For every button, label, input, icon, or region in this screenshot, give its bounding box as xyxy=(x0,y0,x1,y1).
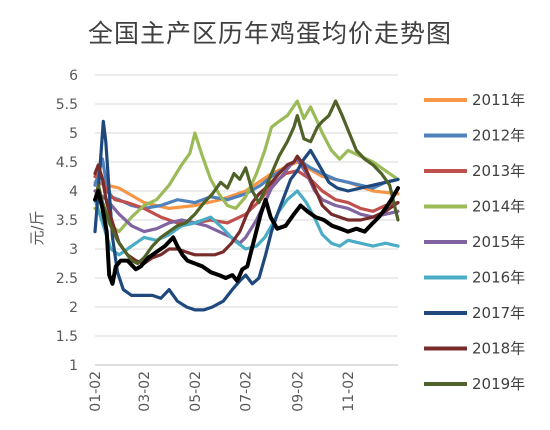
y-axis-ticks: 1 1.5 2 2.5 3 3.5 4 4.5 5 5.5 6 xyxy=(56,68,78,374)
y-tick-label: 2.5 xyxy=(56,271,78,287)
y-tick-label: 6 xyxy=(69,68,78,84)
y-tick-label: 4 xyxy=(69,184,78,200)
y-tick-label: 1.5 xyxy=(56,329,78,345)
y-tick-label: 5.5 xyxy=(56,97,78,113)
series-line xyxy=(93,154,400,266)
legend-label: 2018年 xyxy=(472,340,525,358)
x-tick-label: 09-02 xyxy=(290,371,306,412)
series-line xyxy=(93,157,400,245)
y-tick-label: 3.5 xyxy=(56,213,78,229)
legend-label: 2017年 xyxy=(472,304,525,322)
y-tick-label: 2 xyxy=(69,300,78,316)
series-line xyxy=(93,189,400,257)
legend-label: 2013年 xyxy=(472,162,525,180)
y-tick-label: 4.5 xyxy=(56,155,78,171)
legend-label: 2014年 xyxy=(472,198,525,216)
chart-title: 全国主产区历年鸡蛋均价走势图 xyxy=(88,19,452,48)
y-axis-title: 元/斤 xyxy=(28,210,46,245)
legend: 2011年 2012年 2013年 2014年 2015年 2016年 2017年 2018年… xyxy=(424,91,525,393)
legend-label: 2015年 xyxy=(472,233,525,251)
x-tick-label: 07-02 xyxy=(239,371,255,412)
legend-label: 2012年 xyxy=(472,127,525,145)
x-axis: 01-02 03-02 05-02 07-02 09-02 11-02 xyxy=(88,364,398,412)
y-tick-label: 3 xyxy=(69,242,78,258)
series-line xyxy=(93,99,400,266)
x-tick-label: 05-02 xyxy=(188,371,204,412)
series-line xyxy=(93,169,400,225)
legend-label: 2019年 xyxy=(472,375,525,393)
series-line xyxy=(93,186,400,286)
legend-label: 2011年 xyxy=(472,91,525,109)
x-tick-label: 03-02 xyxy=(137,371,153,412)
y-tick-label: 5 xyxy=(69,126,78,142)
plot-area xyxy=(93,99,400,312)
y-tick-label: 1 xyxy=(69,358,78,374)
legend-label: 2016年 xyxy=(472,269,525,287)
x-tick-label: 01-02 xyxy=(88,371,104,412)
x-tick-label: 11-02 xyxy=(341,371,357,412)
